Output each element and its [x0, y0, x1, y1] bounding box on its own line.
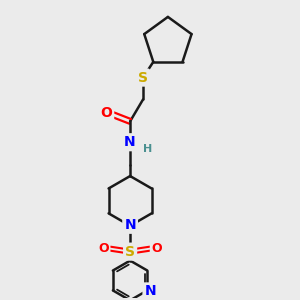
Text: O: O	[98, 242, 109, 255]
Text: H: H	[143, 144, 153, 154]
Text: O: O	[152, 242, 162, 255]
Text: O: O	[100, 106, 112, 120]
Text: N: N	[123, 135, 135, 149]
Text: N: N	[145, 284, 156, 298]
Text: S: S	[125, 244, 135, 259]
Text: S: S	[138, 70, 148, 85]
Text: N: N	[124, 218, 136, 232]
